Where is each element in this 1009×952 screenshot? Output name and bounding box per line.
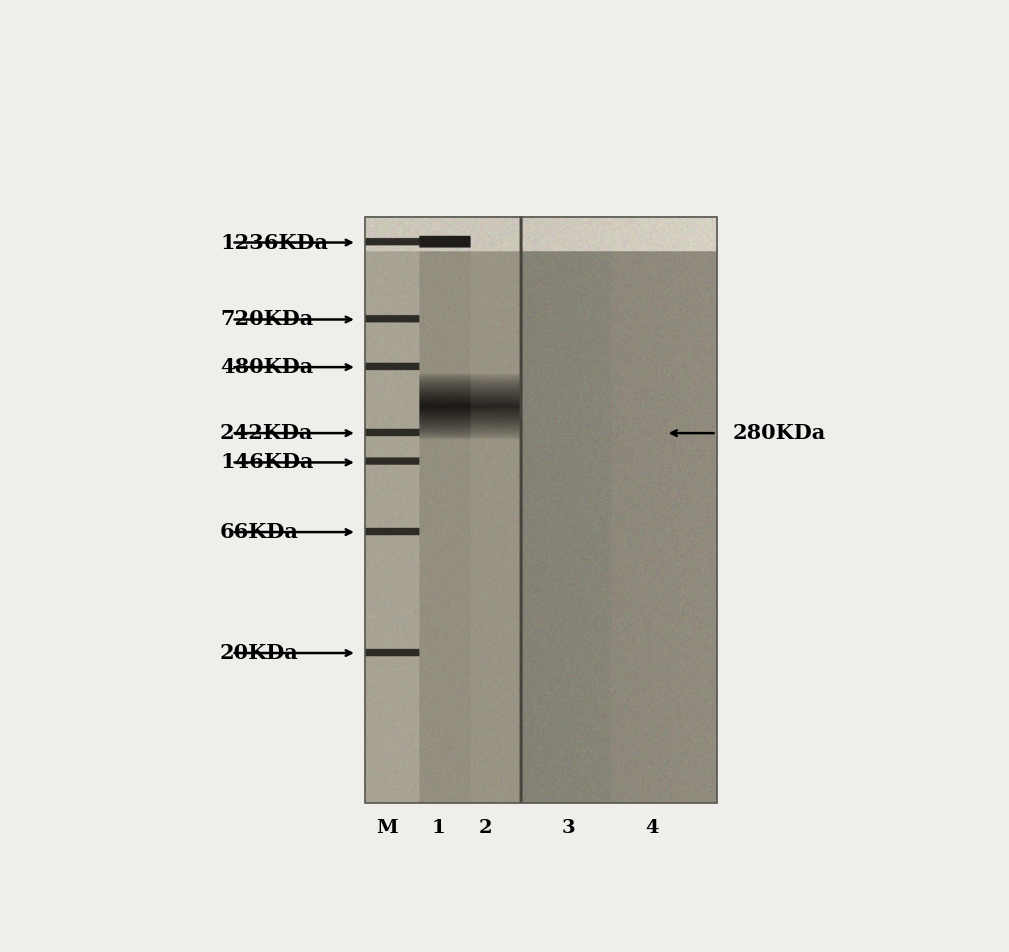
Text: 720KDa: 720KDa	[220, 309, 313, 329]
Text: 3: 3	[561, 820, 575, 838]
Text: 4: 4	[645, 820, 658, 838]
Text: 2: 2	[479, 820, 492, 838]
Bar	[364, 217, 716, 803]
Text: 66KDa: 66KDa	[220, 522, 299, 542]
Text: 20KDa: 20KDa	[220, 643, 299, 663]
Text: 1: 1	[432, 820, 446, 838]
Text: 480KDa: 480KDa	[220, 357, 313, 377]
Text: 242KDa: 242KDa	[220, 423, 314, 443]
Text: M: M	[375, 820, 398, 838]
Text: 280KDa: 280KDa	[733, 423, 825, 443]
Text: 1236KDa: 1236KDa	[220, 232, 328, 252]
Text: 146KDa: 146KDa	[220, 452, 314, 472]
